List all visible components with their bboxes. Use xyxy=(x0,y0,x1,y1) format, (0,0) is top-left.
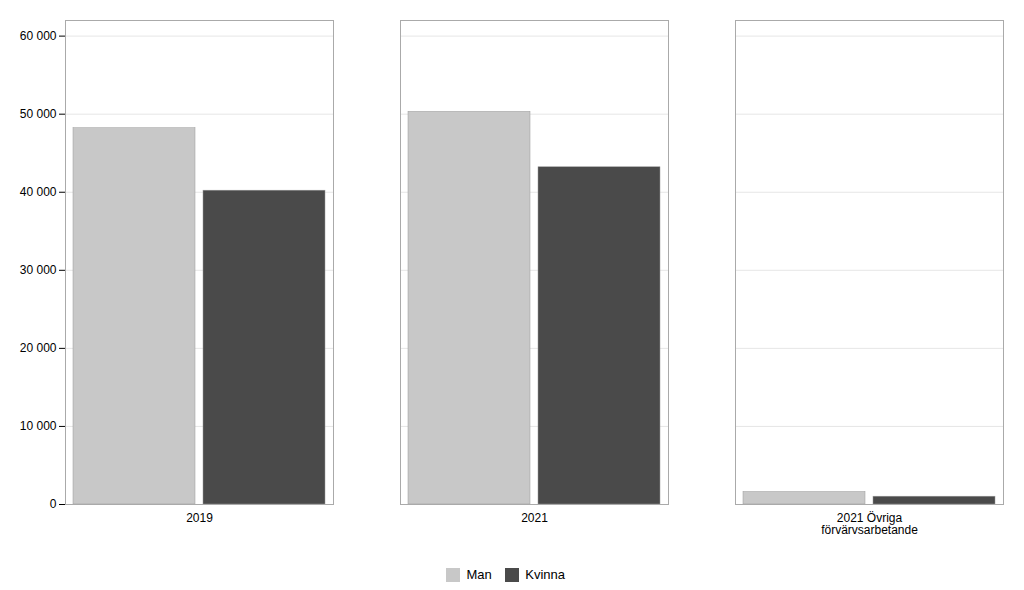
svg-text:0: 0 xyxy=(50,497,57,511)
svg-text:60 000: 60 000 xyxy=(20,29,57,43)
svg-text:10 000: 10 000 xyxy=(20,419,57,433)
svg-text:30 000: 30 000 xyxy=(20,263,57,277)
svg-text:20 000: 20 000 xyxy=(20,341,57,355)
svg-text:2019: 2019 xyxy=(186,511,213,525)
html-text:Kvinna: Kvinna xyxy=(525,567,565,582)
svg-text:50 000: 50 000 xyxy=(20,107,57,121)
html-text:Man: Man xyxy=(466,567,492,582)
svg-text:2021 Övrigaförvärvsarbetande: 2021 Övrigaförvärvsarbetande xyxy=(821,511,918,537)
svg-text:40 000: 40 000 xyxy=(20,185,57,199)
svg-text:2021: 2021 xyxy=(521,511,548,525)
